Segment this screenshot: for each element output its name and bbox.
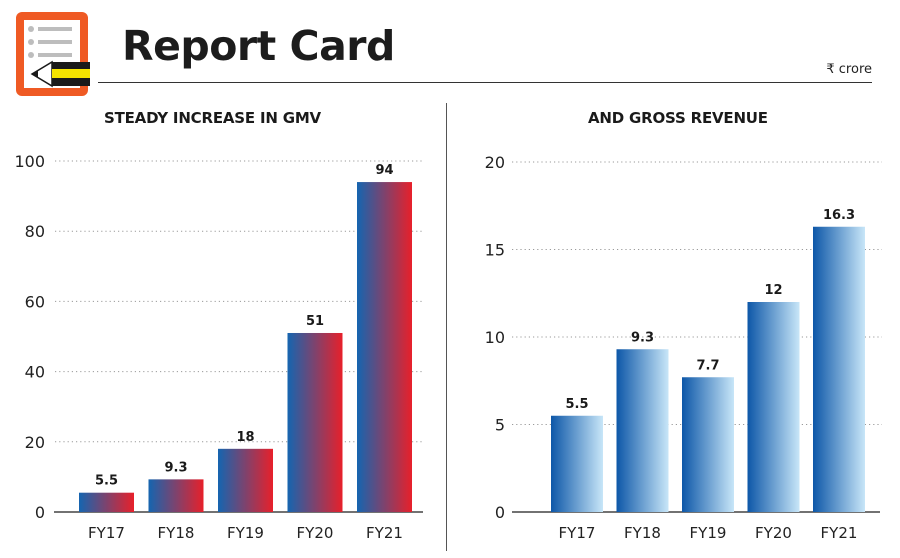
- bar-fy21: [357, 182, 412, 512]
- bar-fy17: [79, 492, 134, 512]
- value-label: 94: [375, 163, 393, 178]
- bar-fy17: [551, 415, 603, 512]
- x-tick-label: FY17: [88, 524, 125, 542]
- x-tick-label: FY18: [624, 524, 661, 542]
- y-tick-label: 20: [485, 153, 505, 172]
- y-tick-label: 15: [485, 241, 505, 260]
- y-tick-label: 40: [25, 363, 45, 382]
- y-tick-label: 80: [25, 222, 45, 241]
- y-tick-label: 5: [495, 416, 505, 435]
- value-label: 51: [306, 314, 324, 329]
- bar-fy18: [148, 479, 204, 512]
- x-tick-label: FY20: [755, 524, 792, 542]
- y-tick-label: 0: [495, 503, 505, 522]
- value-label: 9.3: [631, 330, 654, 345]
- bar-fy19: [682, 377, 734, 512]
- x-tick-label: FY20: [297, 524, 334, 542]
- value-label: 7.7: [696, 358, 719, 373]
- bar-fy21: [813, 226, 865, 512]
- gmv-chart-title: STEADY INCREASE IN GMV: [104, 109, 321, 127]
- value-label: 5.5: [95, 474, 118, 489]
- y-tick-label: 20: [25, 433, 45, 452]
- revenue-bar-chart: 0 5 10 15 20 5.5 FY17 9.3 FY18 7.7 FY19 12 FY20 16.3 F…: [485, 153, 882, 542]
- y-tick-label: 0: [35, 503, 45, 522]
- value-label: 12: [764, 283, 782, 298]
- x-tick-label: FY21: [821, 524, 858, 542]
- x-tick-label: FY18: [158, 524, 195, 542]
- x-tick-label: FY17: [559, 524, 596, 542]
- x-tick-label: FY19: [690, 524, 727, 542]
- value-label: 16.3: [823, 208, 855, 223]
- gmv-bar-chart: 0 20 40 60 80 100 5.5 FY17 9.3 FY18 18 FY19 51 FY20 94…: [14, 152, 424, 542]
- y-tick-label: 10: [485, 328, 505, 347]
- value-label: 9.3: [164, 460, 187, 475]
- report-card-pencil-icon: [16, 12, 90, 96]
- value-label: 5.5: [565, 397, 588, 412]
- page-title: Report Card: [122, 22, 395, 70]
- bar-fy20: [287, 332, 343, 512]
- bar-fy19: [218, 448, 273, 512]
- bar-fy18: [616, 349, 669, 512]
- chart-divider: [446, 103, 447, 551]
- x-tick-label: FY21: [366, 524, 403, 542]
- x-tick-label: FY19: [227, 524, 264, 542]
- unit-label: ₹ crore: [826, 62, 872, 77]
- y-tick-label: 60: [25, 292, 45, 311]
- bar-fy20: [747, 302, 800, 512]
- y-tick-label: 100: [14, 152, 45, 171]
- revenue-chart-title: AND GROSS REVENUE: [588, 109, 768, 127]
- title-rule: [98, 82, 872, 83]
- value-label: 18: [236, 430, 254, 445]
